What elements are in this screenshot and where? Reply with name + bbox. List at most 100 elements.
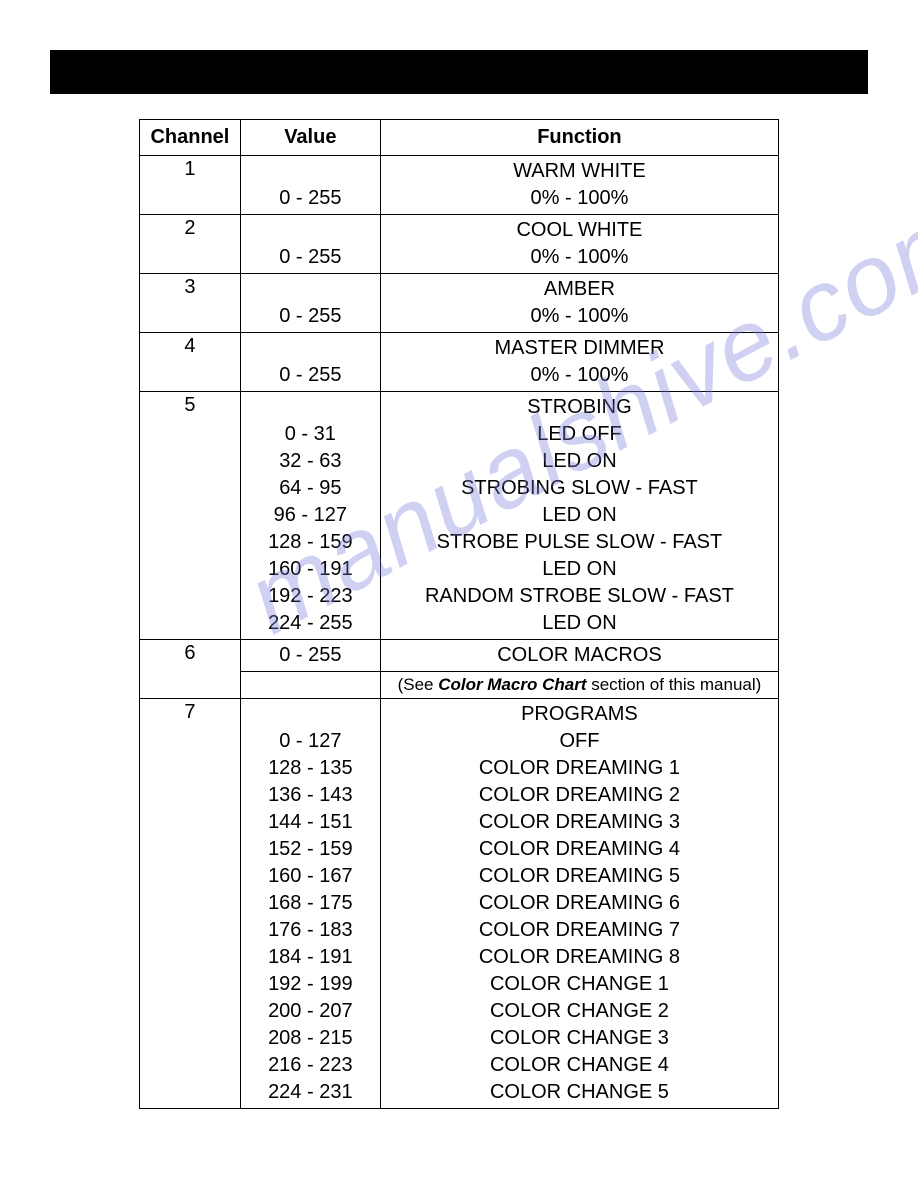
function-cell-line: PROGRAMS bbox=[381, 701, 778, 728]
value-cell: 0 - 127128 - 135136 - 143144 - 151152 - … bbox=[240, 699, 380, 1109]
value-cell-line bbox=[241, 217, 380, 244]
note-bold: Color Macro Chart bbox=[438, 675, 586, 694]
function-cell-line: LED ON bbox=[381, 448, 778, 475]
function-cell-line: 0% - 100% bbox=[381, 244, 778, 271]
function-cell-line: COLOR DREAMING 3 bbox=[381, 809, 778, 836]
value-cell-empty bbox=[240, 672, 380, 699]
value-cell-line: 224 - 231 bbox=[241, 1079, 380, 1106]
channel-cell: 4 bbox=[140, 333, 241, 392]
value-cell-line: 128 - 159 bbox=[241, 529, 380, 556]
function-cell-line: COOL WHITE bbox=[381, 217, 778, 244]
table-row: 60 - 255COLOR MACROS bbox=[140, 640, 779, 672]
function-cell-line: MASTER DIMMER bbox=[381, 335, 778, 362]
function-cell-line: AMBER bbox=[381, 276, 778, 303]
value-cell: 0 - 255 bbox=[240, 156, 380, 215]
header-function: Function bbox=[380, 120, 778, 156]
header-value: Value bbox=[240, 120, 380, 156]
table-row: 2 0 - 255COOL WHITE0% - 100% bbox=[140, 215, 779, 274]
function-cell-line: 0% - 100% bbox=[381, 362, 778, 389]
function-cell-line: LED ON bbox=[381, 556, 778, 583]
function-cell-line: COLOR DREAMING 2 bbox=[381, 782, 778, 809]
function-cell-line: COLOR CHANGE 1 bbox=[381, 971, 778, 998]
value-cell: 0 - 3132 - 6364 - 9596 - 127128 - 159160… bbox=[240, 392, 380, 640]
function-cell-line: STROBE PULSE SLOW - FAST bbox=[381, 529, 778, 556]
value-cell-line: 0 - 127 bbox=[241, 728, 380, 755]
note-cell: (See Color Macro Chart section of this m… bbox=[380, 672, 778, 699]
note-suffix: section of this manual) bbox=[587, 675, 762, 694]
value-cell-line: 216 - 223 bbox=[241, 1052, 380, 1079]
table-row: 7 0 - 127128 - 135136 - 143144 - 151152 … bbox=[140, 699, 779, 1109]
value-cell-line: 128 - 135 bbox=[241, 755, 380, 782]
channel-cell: 3 bbox=[140, 274, 241, 333]
function-cell: COOL WHITE0% - 100% bbox=[380, 215, 778, 274]
value-cell-line: 0 - 31 bbox=[241, 421, 380, 448]
value-cell: 0 - 255 bbox=[240, 274, 380, 333]
function-cell-line: COLOR DREAMING 8 bbox=[381, 944, 778, 971]
function-cell-line: COLOR CHANGE 5 bbox=[381, 1079, 778, 1106]
channel-cell: 1 bbox=[140, 156, 241, 215]
table-header-row: Channel Value Function bbox=[140, 120, 779, 156]
function-cell: COLOR MACROS bbox=[380, 640, 778, 672]
value-cell-line: 64 - 95 bbox=[241, 475, 380, 502]
value-cell-line bbox=[241, 335, 380, 362]
function-cell-line: 0% - 100% bbox=[381, 185, 778, 212]
function-cell: AMBER0% - 100% bbox=[380, 274, 778, 333]
value-cell-line: 192 - 223 bbox=[241, 583, 380, 610]
value-cell: 0 - 255 bbox=[240, 640, 380, 672]
value-cell-line: 96 - 127 bbox=[241, 502, 380, 529]
value-cell-line bbox=[241, 394, 380, 421]
value-cell-line bbox=[241, 276, 380, 303]
function-cell-line: LED ON bbox=[381, 502, 778, 529]
value-cell: 0 - 255 bbox=[240, 215, 380, 274]
value-cell-line: 0 - 255 bbox=[241, 185, 380, 212]
function-cell-line: COLOR MACROS bbox=[381, 642, 778, 669]
function-cell-line: WARM WHITE bbox=[381, 158, 778, 185]
function-cell-line: LED ON bbox=[381, 610, 778, 637]
value-cell: 0 - 255 bbox=[240, 333, 380, 392]
channel-cell: 7 bbox=[140, 699, 241, 1109]
function-cell-line: COLOR CHANGE 4 bbox=[381, 1052, 778, 1079]
value-cell-line: 160 - 191 bbox=[241, 556, 380, 583]
dmx-table: Channel Value Function 1 0 - 255WARM WHI… bbox=[139, 119, 779, 1109]
function-cell-line: LED OFF bbox=[381, 421, 778, 448]
header-channel: Channel bbox=[140, 120, 241, 156]
function-cell-line: COLOR DREAMING 5 bbox=[381, 863, 778, 890]
function-cell-line: COLOR DREAMING 4 bbox=[381, 836, 778, 863]
function-cell-line: STROBING SLOW - FAST bbox=[381, 475, 778, 502]
function-cell-line: 0% - 100% bbox=[381, 303, 778, 330]
value-cell-line: 168 - 175 bbox=[241, 890, 380, 917]
table-row: 4 0 - 255MASTER DIMMER0% - 100% bbox=[140, 333, 779, 392]
value-cell-line: 208 - 215 bbox=[241, 1025, 380, 1052]
value-cell-line: 184 - 191 bbox=[241, 944, 380, 971]
table-container: manualshive.com Channel Value Function 1… bbox=[139, 119, 779, 1109]
channel-cell: 2 bbox=[140, 215, 241, 274]
function-cell-line: STROBING bbox=[381, 394, 778, 421]
function-cell-line: COLOR DREAMING 1 bbox=[381, 755, 778, 782]
channel-cell: 5 bbox=[140, 392, 241, 640]
value-cell-line: 0 - 255 bbox=[241, 244, 380, 271]
function-cell: STROBINGLED OFFLED ONSTROBING SLOW - FAS… bbox=[380, 392, 778, 640]
value-cell-line bbox=[241, 701, 380, 728]
value-cell-line: 136 - 143 bbox=[241, 782, 380, 809]
table-row: 3 0 - 255AMBER0% - 100% bbox=[140, 274, 779, 333]
function-cell-line: COLOR CHANGE 3 bbox=[381, 1025, 778, 1052]
function-cell-line: COLOR DREAMING 7 bbox=[381, 917, 778, 944]
function-cell: MASTER DIMMER0% - 100% bbox=[380, 333, 778, 392]
function-cell-line: COLOR CHANGE 2 bbox=[381, 998, 778, 1025]
value-cell-line: 192 - 199 bbox=[241, 971, 380, 998]
function-cell: PROGRAMSOFFCOLOR DREAMING 1COLOR DREAMIN… bbox=[380, 699, 778, 1109]
function-cell-line: RANDOM STROBE SLOW - FAST bbox=[381, 583, 778, 610]
value-cell-line: 32 - 63 bbox=[241, 448, 380, 475]
value-cell-line: 0 - 255 bbox=[241, 362, 380, 389]
channel-cell: 6 bbox=[140, 640, 241, 699]
value-cell-line: 0 - 255 bbox=[241, 303, 380, 330]
header-bar bbox=[50, 50, 868, 94]
value-cell-line: 0 - 255 bbox=[241, 642, 380, 669]
value-cell-line: 200 - 207 bbox=[241, 998, 380, 1025]
function-cell: WARM WHITE0% - 100% bbox=[380, 156, 778, 215]
value-cell-line: 160 - 167 bbox=[241, 863, 380, 890]
function-cell-line: OFF bbox=[381, 728, 778, 755]
table-row: 5 0 - 3132 - 6364 - 9596 - 127128 - 1591… bbox=[140, 392, 779, 640]
value-cell-line: 152 - 159 bbox=[241, 836, 380, 863]
value-cell-line: 224 - 255 bbox=[241, 610, 380, 637]
